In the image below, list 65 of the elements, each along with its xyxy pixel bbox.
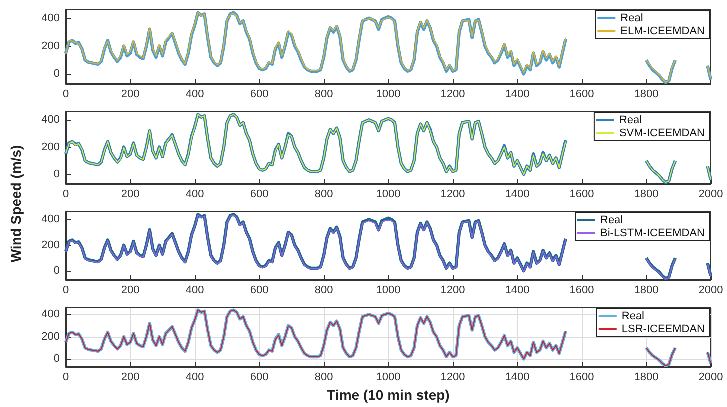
- legend-label: SVM-ICEEMDAN: [619, 128, 706, 140]
- x-tick-label: 400: [186, 372, 204, 384]
- x-tick-label: 1000: [376, 372, 401, 384]
- x-tick-label: 1600: [570, 88, 594, 100]
- x-tick-label: 200: [121, 284, 140, 296]
- x-tick-label: 200: [121, 188, 140, 200]
- x-tick-label: 1800: [634, 284, 659, 296]
- x-tick-label: 1800: [634, 372, 659, 384]
- x-tick-label: 1200: [440, 88, 466, 100]
- y-tick-label: 0: [54, 265, 60, 278]
- y-tick-label: 0: [54, 68, 60, 80]
- y-tick-label: 200: [42, 330, 60, 343]
- x-tick-label: 600: [250, 88, 269, 100]
- x-tick-label: 1400: [505, 284, 530, 296]
- x-tick-label: 600: [250, 284, 269, 296]
- x-tick-label: 1000: [376, 188, 401, 200]
- x-tick-label: 1200: [440, 372, 466, 384]
- x-tick-label: 600: [250, 188, 269, 200]
- x-tick-label: 800: [314, 372, 334, 384]
- x-tick-label: 2000: [698, 372, 724, 384]
- x-tick-label: 800: [314, 284, 334, 296]
- y-tick-label: 200: [42, 40, 60, 52]
- x-tick-label: 800: [314, 188, 334, 200]
- legend-label: Real: [600, 214, 624, 226]
- x-tick-label: 200: [121, 372, 140, 384]
- x-tick-label: 1000: [376, 88, 401, 100]
- x-axis-title: Time (10 min step): [327, 387, 450, 403]
- x-tick-label: 1200: [440, 188, 466, 200]
- x-tick-label: 1400: [505, 188, 530, 200]
- y-tick-label: 0: [54, 353, 60, 366]
- legend-label: ELM-ICEEMDAN: [620, 26, 706, 38]
- x-tick-label: 1800: [634, 188, 659, 200]
- y-tick-label: 0: [54, 168, 60, 180]
- y-tick-label: 400: [42, 214, 60, 226]
- x-tick-label: 400: [186, 88, 204, 100]
- x-tick-label: 0: [62, 88, 70, 100]
- x-tick-label: 0: [62, 372, 70, 384]
- x-tick-label: 1400: [505, 372, 530, 384]
- x-tick-label: 1600: [570, 188, 594, 200]
- y-tick-label: 400: [42, 114, 60, 126]
- legend-label: Real: [620, 12, 644, 24]
- x-tick-label: 0: [62, 188, 70, 200]
- y-tick-label: 400: [42, 12, 60, 24]
- y-axis-title: Wind Speed (m/s): [8, 144, 24, 262]
- x-tick-label: 2000: [698, 188, 724, 200]
- x-tick-label: 2000: [698, 284, 724, 296]
- x-tick-label: 400: [186, 188, 204, 200]
- x-tick-label: 1200: [440, 284, 466, 296]
- y-tick-label: 200: [42, 239, 60, 252]
- legend-label: Real: [622, 310, 644, 322]
- x-tick-label: 1600: [570, 372, 594, 384]
- legend-label: Bi-LSTM-ICEEMDAN: [600, 228, 706, 240]
- x-tick-label: 0: [62, 284, 70, 296]
- legend-label: LSR-ICEEMDAN: [622, 324, 706, 336]
- x-tick-label: 1400: [505, 88, 530, 100]
- y-tick-label: 400: [42, 308, 60, 321]
- legend-label: Real: [619, 114, 642, 126]
- x-tick-label: 600: [250, 372, 269, 384]
- x-tick-label: 1600: [570, 284, 594, 296]
- x-tick-label: 1000: [376, 284, 401, 296]
- x-tick-label: 400: [186, 284, 204, 296]
- x-tick-label: 800: [314, 88, 334, 100]
- x-tick-label: 200: [121, 88, 140, 100]
- x-tick-label: 1800: [634, 88, 659, 100]
- y-tick-label: 200: [42, 141, 60, 154]
